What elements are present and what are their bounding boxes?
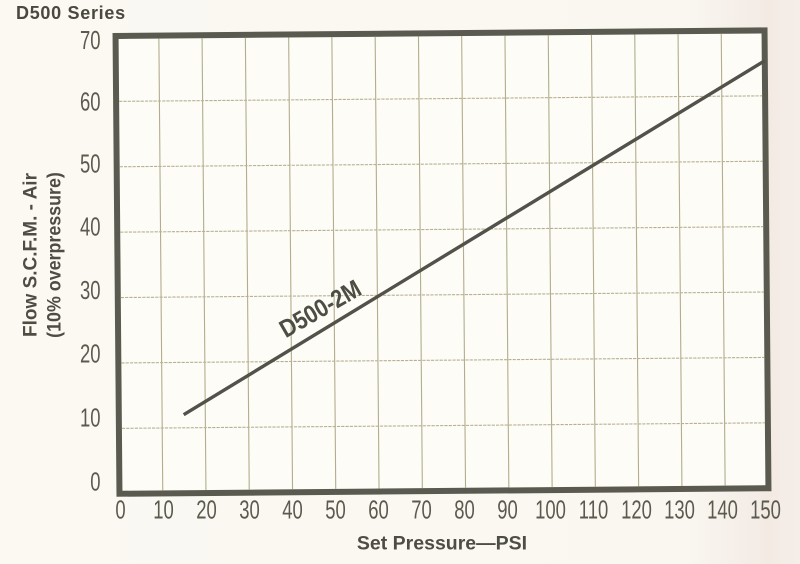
svg-text:130: 130 <box>664 495 695 524</box>
svg-text:10: 10 <box>80 403 101 432</box>
svg-text:40: 40 <box>282 495 303 524</box>
svg-text:Flow S.C.F.M. - Air: Flow S.C.F.M. - Air <box>21 172 42 337</box>
svg-text:20: 20 <box>196 495 217 524</box>
svg-text:40: 40 <box>80 212 101 241</box>
svg-text:30: 30 <box>239 495 260 524</box>
svg-text:0: 0 <box>90 467 100 496</box>
svg-text:30: 30 <box>80 276 101 305</box>
svg-text:90: 90 <box>497 495 518 524</box>
svg-text:D500 Series: D500 Series <box>16 3 126 23</box>
svg-text:100: 100 <box>535 495 566 524</box>
svg-text:60: 60 <box>368 495 389 524</box>
svg-text:120: 120 <box>621 495 652 524</box>
svg-text:60: 60 <box>80 87 101 116</box>
svg-text:70: 70 <box>80 26 101 55</box>
svg-text:20: 20 <box>80 339 101 368</box>
svg-text:110: 110 <box>579 495 608 524</box>
svg-text:50: 50 <box>325 495 346 524</box>
svg-text:Set Pressure—PSI: Set Pressure—PSI <box>357 533 527 555</box>
svg-text:70: 70 <box>411 495 432 524</box>
svg-text:50: 50 <box>80 149 101 178</box>
svg-text:140: 140 <box>707 495 738 524</box>
svg-text:80: 80 <box>454 495 475 524</box>
svg-text:10: 10 <box>153 495 174 524</box>
svg-text:150: 150 <box>750 495 781 524</box>
svg-text:0: 0 <box>115 495 125 524</box>
svg-text:(10% overpressure): (10% overpressure) <box>43 172 65 338</box>
